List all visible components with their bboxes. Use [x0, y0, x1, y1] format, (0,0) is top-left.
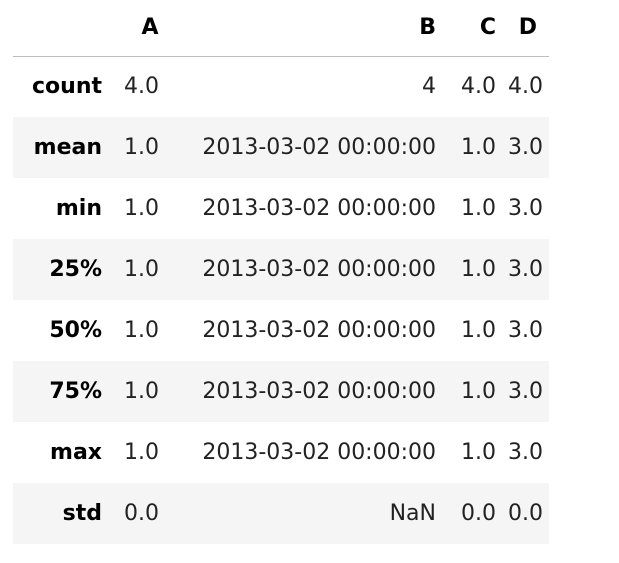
column-header-a: A	[141, 15, 159, 41]
cell-d: 3.0	[508, 379, 543, 404]
cell-c: 1.0	[461, 196, 496, 221]
cell-b: 2013-03-02 00:00:00	[202, 440, 436, 465]
table-row: mean 1.0 2013-03-02 00:00:00 1.0 3.0	[13, 117, 549, 178]
cell-d: 0.0	[508, 501, 543, 526]
cell-b: 2013-03-02 00:00:00	[202, 196, 436, 221]
cell-c: 0.0	[461, 501, 496, 526]
cell-b: 2013-03-02 00:00:00	[202, 257, 436, 282]
table-row: count 4.0 4 4.0 4.0	[13, 56, 549, 117]
table-row: 50% 1.0 2013-03-02 00:00:00 1.0 3.0	[13, 300, 549, 361]
table-row: 25% 1.0 2013-03-02 00:00:00 1.0 3.0	[13, 239, 549, 300]
cell-b: 2013-03-02 00:00:00	[202, 135, 436, 160]
column-header-b: B	[419, 15, 436, 41]
cell-c: 1.0	[461, 440, 496, 465]
index-header	[13, 0, 116, 56]
cell-a: 1.0	[124, 379, 159, 404]
column-header-d: D	[518, 15, 537, 41]
cell-c: 1.0	[461, 318, 496, 343]
cell-d: 4.0	[508, 74, 543, 100]
row-label: std	[62, 501, 102, 526]
cell-c: 4.0	[461, 74, 496, 100]
cell-a: 1.0	[124, 257, 159, 282]
cell-a: 4.0	[124, 74, 159, 100]
row-label: 75%	[49, 379, 102, 404]
table-row: min 1.0 2013-03-02 00:00:00 1.0 3.0	[13, 178, 549, 239]
row-label: mean	[33, 135, 102, 160]
cell-b: 2013-03-02 00:00:00	[202, 379, 436, 404]
table-row: 75% 1.0 2013-03-02 00:00:00 1.0 3.0	[13, 361, 549, 422]
cell-d: 3.0	[508, 257, 543, 282]
cell-b: 2013-03-02 00:00:00	[202, 318, 436, 343]
row-label: 25%	[49, 257, 102, 282]
table-row: std 0.0 NaN 0.0 0.0	[13, 483, 549, 544]
cell-d: 3.0	[508, 318, 543, 343]
cell-a: 1.0	[124, 318, 159, 343]
cell-a: 1.0	[124, 135, 159, 160]
row-label: min	[55, 196, 102, 221]
dataframe-output: A B C D count 4.0 4 4.0 4.0 mean 1.0 201…	[13, 0, 549, 544]
row-label: 50%	[49, 318, 102, 343]
cell-c: 1.0	[461, 135, 496, 160]
cell-a: 0.0	[124, 501, 159, 526]
cell-b: NaN	[389, 501, 436, 526]
cell-d: 3.0	[508, 196, 543, 221]
cell-a: 1.0	[124, 440, 159, 465]
column-header-c: C	[479, 15, 496, 41]
row-label: count	[32, 74, 102, 100]
header-row: A B C D	[13, 0, 549, 56]
cell-b: 4	[422, 74, 436, 100]
cell-d: 3.0	[508, 440, 543, 465]
cell-a: 1.0	[124, 196, 159, 221]
cell-c: 1.0	[461, 379, 496, 404]
table-row: max 1.0 2013-03-02 00:00:00 1.0 3.0	[13, 422, 549, 483]
cell-c: 1.0	[461, 257, 496, 282]
describe-table: A B C D count 4.0 4 4.0 4.0 mean 1.0 201…	[13, 0, 549, 544]
cell-d: 3.0	[508, 135, 543, 160]
row-label: max	[50, 440, 102, 465]
